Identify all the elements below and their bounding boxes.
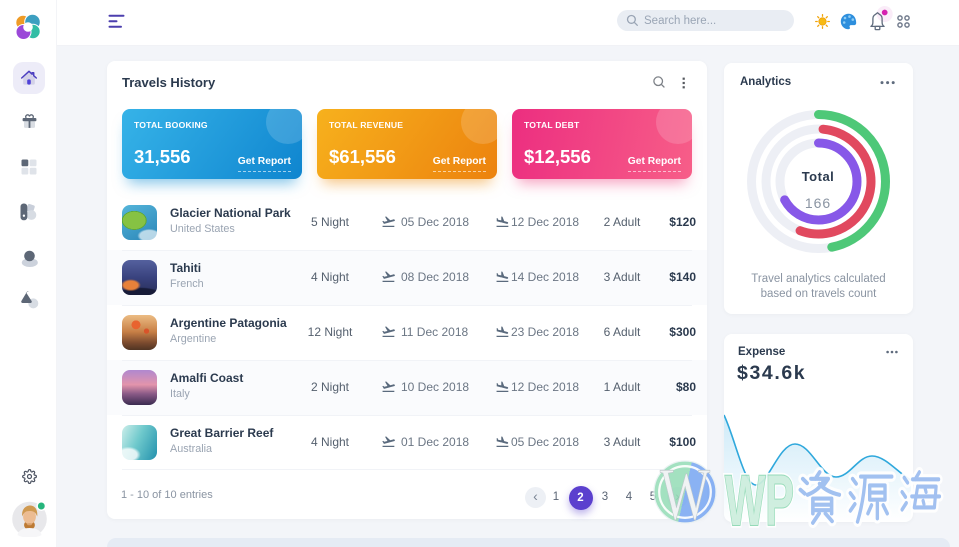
svg-text:WP: WP xyxy=(725,463,794,538)
svg-text:W: W xyxy=(660,459,710,525)
svg-text:WP: WP xyxy=(725,463,794,538)
